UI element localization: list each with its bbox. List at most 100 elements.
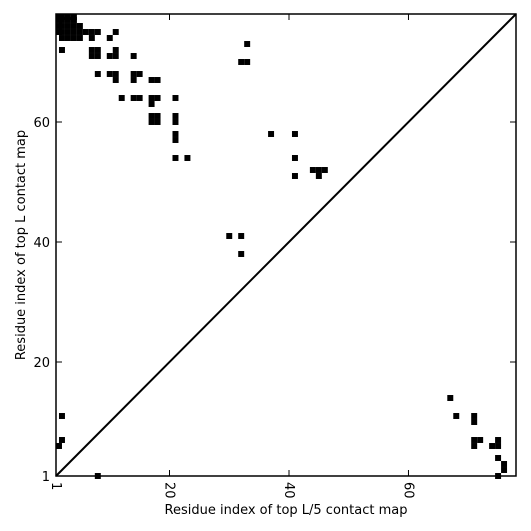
contact-point: [130, 77, 137, 83]
contact-point: [82, 29, 89, 35]
contact-point: [106, 35, 113, 41]
y-tick-label: 40: [33, 236, 50, 251]
contact-point: [58, 23, 65, 29]
contact-point: [58, 35, 65, 41]
contact-point: [495, 443, 502, 449]
contact-point: [88, 29, 95, 35]
contact-point: [489, 443, 496, 449]
y-tick-label: 20: [33, 356, 50, 371]
contact-point: [70, 29, 77, 35]
y-axis-label: Residue index of top L contact map: [14, 130, 29, 360]
contact-point: [453, 413, 460, 419]
x-tick-label: 20: [162, 482, 177, 499]
contact-point: [130, 71, 137, 77]
contact-point: [64, 29, 71, 35]
contact-point: [106, 71, 113, 77]
contact-point: [238, 59, 245, 65]
x-tick-label: 60: [400, 482, 415, 499]
contact-point: [136, 95, 143, 101]
contact-point: [315, 167, 322, 173]
contact-point: [58, 47, 65, 53]
contact-point: [58, 14, 65, 20]
contact-point: [238, 251, 245, 257]
contact-point: [76, 35, 83, 41]
contact-point: [172, 95, 179, 101]
diagonal-line: [55, 13, 517, 477]
contact-point: [226, 233, 233, 239]
contact-point: [471, 413, 478, 419]
contact-point: [244, 59, 251, 65]
contact-points-layer: [56, 14, 508, 479]
y-tick-label: 1: [42, 470, 50, 485]
contact-point: [76, 29, 83, 35]
contact-point: [184, 155, 191, 161]
contact-point: [309, 167, 316, 173]
x-tick-label: 40: [281, 482, 296, 499]
contact-point: [154, 95, 161, 101]
contact-point: [130, 95, 137, 101]
contact-point: [70, 17, 77, 23]
contact-point: [471, 443, 478, 449]
contact-point: [76, 23, 83, 29]
contact-point: [94, 53, 101, 59]
contact-point: [88, 47, 95, 53]
contact-point: [112, 71, 119, 77]
contact-point: [58, 29, 65, 35]
contact-point: [238, 233, 245, 239]
contact-point: [58, 437, 65, 443]
contact-point: [172, 155, 179, 161]
contact-point: [94, 71, 101, 77]
contact-point: [64, 35, 71, 41]
contact-point: [58, 17, 65, 23]
contact-point: [154, 119, 161, 125]
contact-point: [70, 35, 77, 41]
contact-point: [471, 437, 478, 443]
contact-point: [148, 95, 155, 101]
contact-point: [321, 167, 328, 173]
contact-point: [136, 71, 143, 77]
contact-point: [315, 173, 322, 179]
contact-point: [447, 395, 454, 401]
contact-point: [64, 14, 71, 20]
contact-point: [477, 437, 484, 443]
contact-point: [244, 41, 251, 47]
contact-point: [291, 131, 298, 137]
contact-point: [56, 443, 62, 449]
contact-point: [148, 77, 155, 83]
contact-point: [172, 137, 179, 143]
contact-point: [88, 53, 95, 59]
contact-point: [112, 77, 119, 83]
contact-point: [112, 47, 119, 53]
contact-point: [154, 77, 161, 83]
contact-point: [70, 14, 77, 20]
contact-point: [64, 17, 71, 23]
x-axis-ticks: 1 20 40 60: [48, 14, 415, 499]
contact-point: [471, 419, 478, 425]
contact-point: [172, 119, 179, 125]
x-axis-label: Residue index of top L/5 contact map: [165, 503, 408, 518]
contact-point: [94, 47, 101, 53]
contact-point: [70, 23, 77, 29]
contact-point: [495, 437, 502, 443]
contact-point: [172, 113, 179, 119]
contact-point: [94, 29, 101, 35]
contact-point: [148, 101, 155, 107]
contact-point: [112, 29, 119, 35]
contact-point: [130, 53, 137, 59]
contact-point: [268, 131, 275, 137]
contact-point: [148, 113, 155, 119]
contact-point: [58, 413, 65, 419]
contact-point: [501, 461, 508, 467]
contact-point: [118, 95, 125, 101]
contact-point: [148, 119, 155, 125]
contact-point: [291, 173, 298, 179]
contact-point: [88, 35, 95, 41]
x-tick-label: 1: [48, 482, 63, 490]
contact-point: [172, 131, 179, 137]
contact-point: [64, 23, 71, 29]
contact-point: [291, 155, 298, 161]
contact-point: [154, 113, 161, 119]
y-axis-ticks: 1 20 40 60: [33, 116, 516, 485]
plot-frame: [55, 13, 517, 477]
contact-point: [106, 53, 113, 59]
